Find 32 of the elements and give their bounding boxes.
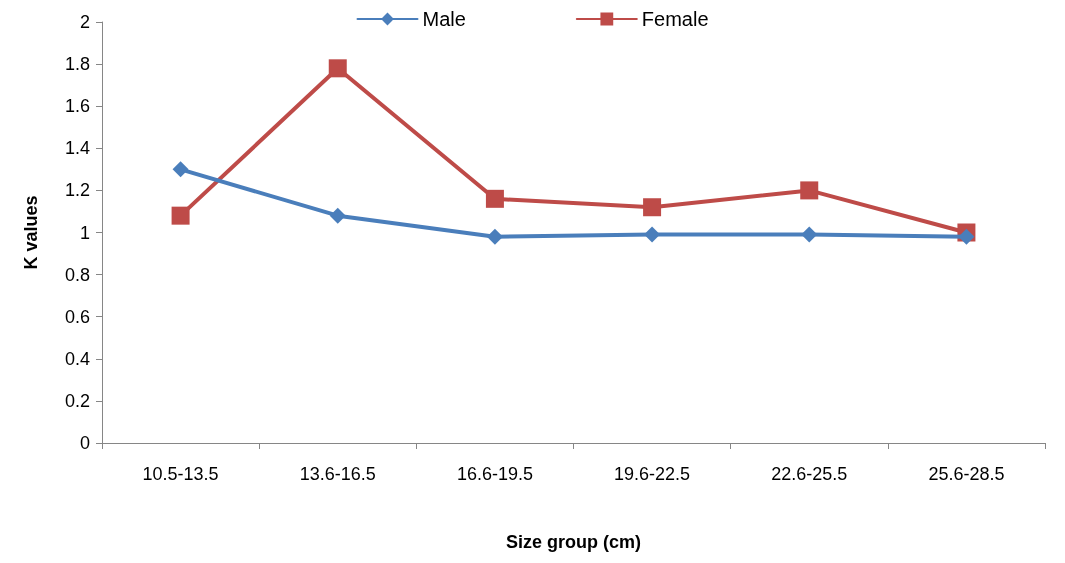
y-tick-label: 1.2 — [64, 180, 90, 201]
y-tick-label: 0.2 — [64, 390, 90, 411]
point — [486, 228, 503, 245]
x-tick-label: 13.6-16.5 — [299, 464, 376, 484]
y-tick-label: 1 — [79, 222, 90, 243]
point — [643, 198, 662, 217]
x-axis-title: Size group (cm) — [505, 532, 642, 552]
y-tick-label: 1.8 — [64, 54, 90, 75]
y-axis-title: K values — [21, 195, 41, 270]
point — [172, 161, 189, 178]
x-tick-label: 16.6-19.5 — [456, 464, 533, 484]
y-tick-label: 1.6 — [64, 96, 90, 117]
legend-label: Female — [641, 8, 709, 30]
x-tick-label: 10.5-13.5 — [142, 464, 219, 484]
point — [329, 207, 346, 224]
point — [171, 206, 190, 225]
x-tick-label: 25.6-28.5 — [928, 464, 1005, 484]
point — [485, 189, 504, 208]
x-tick-label: 19.6-22.5 — [614, 464, 691, 484]
y-tick-label: 0.4 — [64, 348, 90, 369]
point — [958, 228, 975, 245]
point — [328, 59, 347, 78]
y-tick-label: 1.4 — [64, 138, 90, 159]
point — [800, 181, 819, 200]
point — [644, 226, 661, 243]
x-tick-label: 22.6-25.5 — [771, 464, 848, 484]
y-tick-label: 0.6 — [64, 306, 90, 327]
point — [801, 226, 818, 243]
y-tick-label: 2 — [79, 12, 90, 32]
y-tick-label: 0.8 — [64, 264, 90, 285]
legend-label: Male — [422, 8, 466, 30]
y-tick-label: 0 — [79, 433, 90, 453]
